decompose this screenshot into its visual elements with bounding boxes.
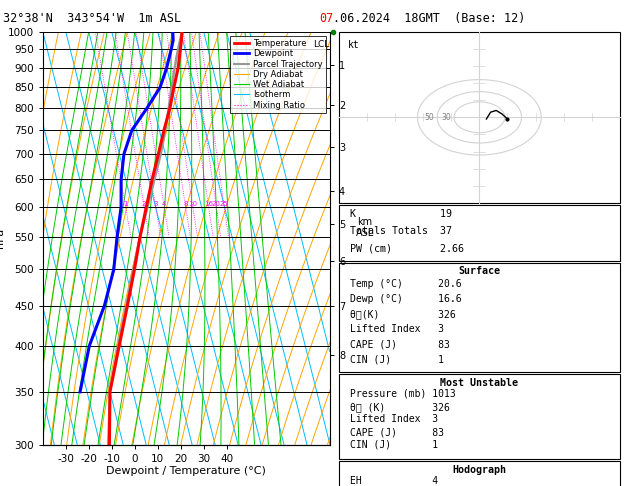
Text: 10: 10 (188, 201, 198, 207)
Bar (339, 263, 620, 372)
Y-axis label: hPa: hPa (0, 228, 5, 248)
Text: Totals Totals  37: Totals Totals 37 (350, 226, 452, 236)
Text: 8: 8 (184, 201, 188, 207)
Text: θᴇ (K)        326: θᴇ (K) 326 (350, 402, 450, 412)
Text: 30: 30 (442, 113, 451, 122)
Text: θᴇ(K)          326: θᴇ(K) 326 (350, 309, 456, 319)
Text: Lifted Index   3: Lifted Index 3 (350, 324, 445, 334)
Bar (339, 374, 620, 459)
Text: kt: kt (347, 40, 359, 50)
Text: Pressure (mb) 1013: Pressure (mb) 1013 (350, 389, 456, 399)
Text: Most Unstable: Most Unstable (440, 378, 518, 388)
Y-axis label: km
ASL: km ASL (355, 217, 374, 238)
Text: PW (cm)        2.66: PW (cm) 2.66 (350, 243, 464, 253)
Text: 07: 07 (320, 12, 334, 25)
Text: 2: 2 (142, 201, 147, 207)
Text: K              19: K 19 (350, 209, 452, 219)
Text: 1: 1 (123, 201, 128, 207)
Bar (339, 205, 620, 261)
X-axis label: Dewpoint / Temperature (°C): Dewpoint / Temperature (°C) (106, 467, 266, 476)
Text: LCL: LCL (313, 40, 329, 50)
Text: CAPE (J)      83: CAPE (J) 83 (350, 427, 445, 437)
Text: EH            4: EH 4 (350, 476, 438, 486)
Text: Dewp (°C)      16.6: Dewp (°C) 16.6 (350, 294, 462, 304)
Text: Lifted Index  3: Lifted Index 3 (350, 415, 438, 424)
Text: 32°38'N  343°54'W  1m ASL: 32°38'N 343°54'W 1m ASL (3, 12, 181, 25)
Text: Temp (°C)      20.6: Temp (°C) 20.6 (350, 278, 462, 289)
Text: Surface: Surface (459, 266, 500, 276)
Text: 4: 4 (162, 201, 166, 207)
Text: 16: 16 (204, 201, 213, 207)
Bar (339, 461, 620, 486)
Bar (339, 32, 620, 203)
Text: 20: 20 (212, 201, 221, 207)
Text: CIN (J)        1: CIN (J) 1 (350, 354, 445, 364)
Text: 50: 50 (425, 113, 434, 122)
Legend: Temperature, Dewpoint, Parcel Trajectory, Dry Adiabat, Wet Adiabat, Isotherm, Mi: Temperature, Dewpoint, Parcel Trajectory… (230, 36, 326, 113)
Text: 3: 3 (153, 201, 158, 207)
Text: 25: 25 (220, 201, 228, 207)
Text: .06.2024  18GMT  (Base: 12): .06.2024 18GMT (Base: 12) (333, 12, 526, 25)
Text: CAPE (J)       83: CAPE (J) 83 (350, 339, 450, 349)
Text: Hodograph: Hodograph (452, 465, 506, 474)
Text: CIN (J)       1: CIN (J) 1 (350, 440, 438, 450)
